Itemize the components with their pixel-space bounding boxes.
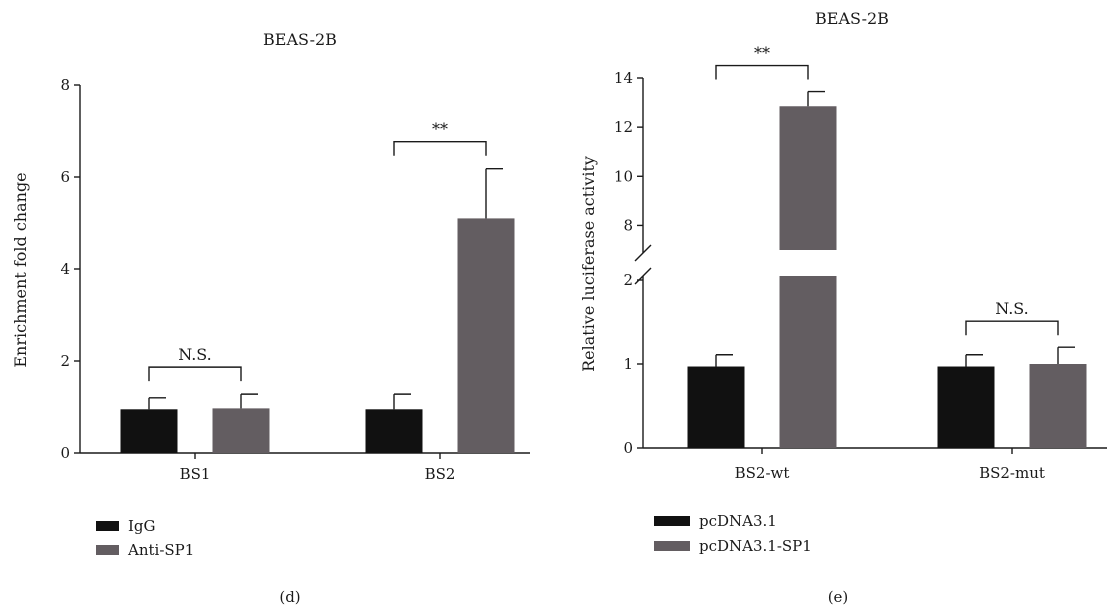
legend-label: Anti-SP1 — [127, 541, 194, 559]
x-tick-label: BS2-wt — [735, 464, 790, 482]
legend-swatch — [654, 541, 690, 551]
significance-bracket — [965, 320, 1059, 336]
significance-bracket — [393, 141, 487, 156]
y-tick-label: 8 — [623, 216, 633, 234]
bar-anti-sp1-bs2 — [457, 218, 515, 453]
legend-swatch — [96, 545, 119, 555]
significance-label: ** — [432, 120, 448, 139]
y-tick-label: 8 — [60, 76, 70, 94]
significance-label: ** — [754, 44, 770, 63]
panel-label: (e) — [828, 588, 849, 606]
y-tick-label: 10 — [614, 167, 633, 185]
significance-label: N.S. — [995, 299, 1029, 318]
y-tick-label: 0 — [60, 444, 70, 462]
legend-label: IgG — [128, 517, 156, 535]
panel-label: (d) — [279, 588, 300, 606]
legend-label: pcDNA3.1-SP1 — [699, 537, 812, 555]
x-tick-label: BS2-mut — [979, 464, 1045, 482]
bar-igg-bs1 — [120, 409, 178, 453]
significance-label: N.S. — [178, 345, 212, 364]
bar-pcdna3-1-bs2-wt — [687, 366, 745, 448]
legend-swatch — [654, 516, 690, 526]
y-tick-label: 2 — [623, 271, 633, 289]
chart-panel-d: BEAS-2B Enrichment fold change 0 2 4 6 8 BS1 B… — [11, 30, 530, 606]
y-tick-label: 1 — [623, 355, 633, 373]
legend-label: pcDNA3.1 — [699, 512, 777, 530]
bar-pcdna3-1-sp1-bs2-mut — [1029, 364, 1087, 448]
bar-pcdna3-1-sp1-bs2-wt — [779, 106, 837, 250]
axis-break-mark — [634, 244, 652, 262]
y-axis-label: Relative luciferase activity — [579, 156, 598, 372]
bar-anti-sp1-bs1 — [212, 408, 270, 453]
y-tick-label: 6 — [60, 168, 70, 186]
bar-pcdna3-1-bs2-mut — [937, 366, 995, 448]
significance-bracket — [715, 64, 809, 80]
legend-swatch — [96, 521, 119, 531]
y-tick-label: 12 — [614, 118, 633, 136]
x-tick-label: BS2 — [425, 465, 456, 483]
x-tick-label: BS1 — [180, 465, 211, 483]
chart-panel-e: BEAS-2B Relative luciferase activity 012… — [579, 9, 1107, 606]
y-tick-label: 14 — [614, 69, 633, 87]
y-tick-label: 4 — [60, 260, 70, 278]
y-axis-label: Enrichment fold change — [11, 172, 30, 367]
bar-igg-bs2 — [365, 409, 423, 453]
chart-title: BEAS-2B — [815, 9, 889, 28]
chart-title: BEAS-2B — [263, 30, 337, 49]
y-tick-label: 0 — [623, 439, 633, 457]
bar-pcdna3-1-sp1-bs2-wt-lower — [779, 276, 837, 448]
significance-bracket — [148, 366, 242, 382]
y-tick-label: 2 — [60, 352, 70, 370]
axis-break-mark — [634, 267, 652, 285]
